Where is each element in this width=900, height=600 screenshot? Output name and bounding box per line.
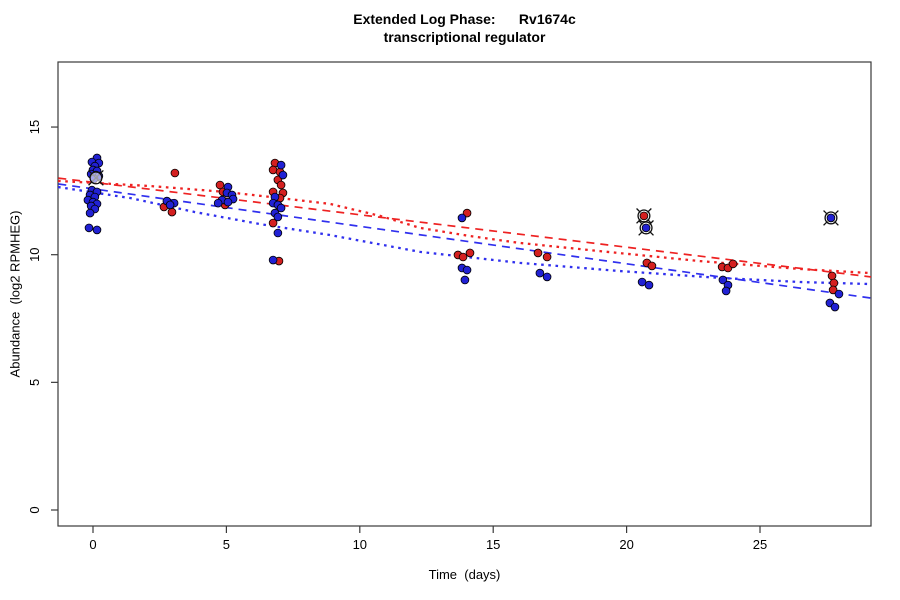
flagged-data-point	[639, 211, 649, 221]
flagged-data-point	[641, 223, 651, 233]
x-tick-label: 15	[486, 537, 500, 552]
data-point-red-replicate	[167, 207, 177, 217]
data-point-blue-replicate	[84, 223, 94, 233]
data-point-blue-replicate	[223, 197, 233, 207]
flag-ring	[89, 171, 103, 185]
x-tick-label: 5	[223, 537, 230, 552]
data-point-red-replicate	[828, 285, 838, 295]
data-point-blue-replicate	[85, 208, 95, 218]
data-point-red-replicate	[170, 168, 180, 178]
data-point-red-replicate	[276, 180, 286, 190]
y-tick-label: 10	[27, 247, 42, 261]
data-point-blue-replicate	[278, 170, 288, 180]
data-point-blue-replicate	[830, 302, 840, 312]
data-point-blue-replicate	[718, 275, 728, 285]
data-point-blue-replicate	[92, 225, 102, 235]
data-point-blue-replicate	[542, 272, 552, 282]
data-point-blue-replicate	[213, 198, 223, 208]
data-point-red-replicate	[647, 261, 657, 271]
flagged-data-point	[826, 213, 836, 223]
trend-line-blue-dashed-fit	[58, 183, 872, 299]
data-point-red-replicate	[827, 271, 837, 281]
data-point-red-replicate	[533, 248, 543, 258]
x-tick-label: 20	[619, 537, 633, 552]
data-point-red-replicate	[458, 252, 468, 262]
data-point-blue-replicate	[834, 289, 844, 299]
data-point-red-replicate	[728, 259, 738, 269]
data-point-blue-replicate	[165, 200, 175, 210]
plot-border	[57, 61, 872, 527]
y-tick-label: 0	[27, 506, 42, 513]
data-point-blue-replicate	[276, 203, 286, 213]
data-point-red-replicate	[542, 252, 552, 262]
data-point-blue-replicate	[535, 268, 545, 278]
trend-line-red-dashed-fit	[58, 177, 872, 278]
x-axis-label: Time (days)	[428, 567, 501, 582]
x-tick-label: 0	[89, 537, 96, 552]
data-point-blue-replicate	[273, 212, 283, 222]
y-tick-label: 15	[27, 120, 42, 134]
chart-title-block: Extended Log Phase: Rv1674c transcriptio…	[29, 10, 900, 46]
data-point-red-replicate	[465, 248, 475, 258]
y-tick-label: 5	[27, 379, 42, 386]
data-point-blue-replicate	[276, 160, 286, 170]
data-point-blue-replicate	[460, 275, 470, 285]
data-point-blue-replicate	[644, 280, 654, 290]
data-point-blue-replicate	[268, 255, 278, 265]
data-point-blue-replicate	[637, 277, 647, 287]
x-tick-label: 10	[353, 537, 367, 552]
chart-subtitle: transcriptional regulator	[383, 29, 546, 45]
data-point-blue-replicate	[721, 286, 731, 296]
chart-title: Extended Log Phase: Rv1674c	[353, 11, 576, 27]
data-point-red-replicate	[268, 218, 278, 228]
data-point-blue-replicate	[462, 265, 472, 275]
data-point-blue-replicate	[273, 228, 283, 238]
x-tick-label: 25	[753, 537, 767, 552]
data-point-blue-replicate	[457, 213, 467, 223]
